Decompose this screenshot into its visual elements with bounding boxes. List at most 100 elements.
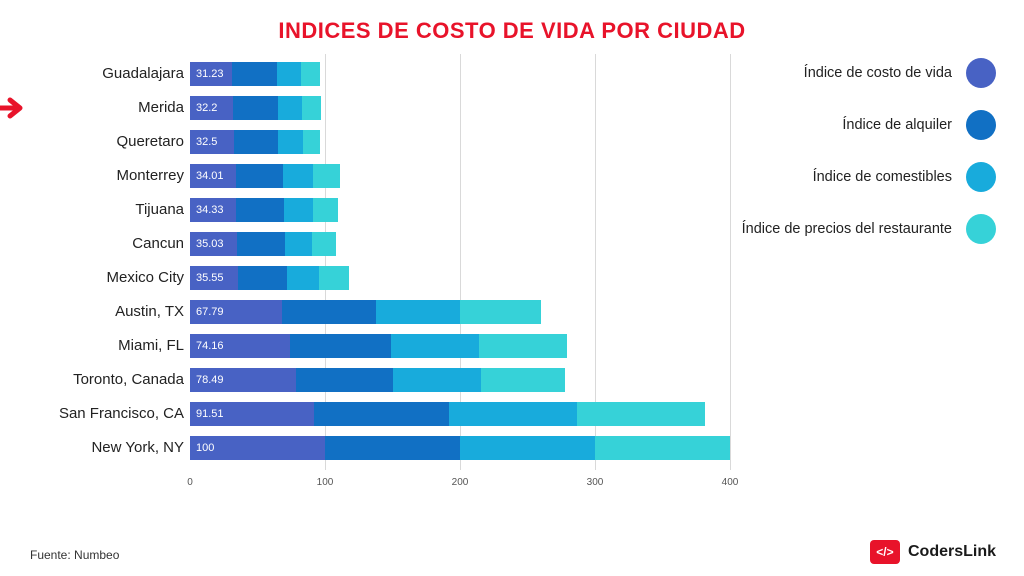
bar-segment: [296, 368, 393, 392]
bar-value: 91.51: [196, 408, 224, 420]
legend-swatch: [966, 58, 996, 88]
x-tick: 200: [452, 477, 469, 488]
bar-segment: [285, 232, 312, 256]
stacked-bar: 35.03: [190, 232, 336, 256]
bar-segment: [303, 130, 321, 154]
stacked-bar: 78.49: [190, 368, 565, 392]
chart-row: San Francisco, CA91.51: [190, 398, 730, 432]
bar-value: 67.79: [196, 306, 224, 318]
bar-segment: [238, 266, 287, 290]
chart-row: Queretaro32.5: [190, 126, 730, 160]
chart-row: Merida32.2: [190, 92, 730, 126]
bar-value: 31.23: [196, 68, 224, 80]
bar-segment: [290, 334, 391, 358]
bar-segment: 32.2: [190, 96, 233, 120]
bar-segment: 34.33: [190, 198, 236, 222]
row-label: Mexico City: [30, 262, 184, 294]
row-label: Guadalajara: [30, 58, 184, 90]
legend-item: Índice de costo de vida: [726, 58, 996, 88]
bar-segment: 91.51: [190, 402, 314, 426]
bar-segment: [232, 62, 277, 86]
bar-segment: [481, 368, 565, 392]
bar-segment: 31.23: [190, 62, 232, 86]
bar-segment: [313, 164, 340, 188]
bar-segment: 67.79: [190, 300, 282, 324]
plot-area: 0100200300400 Guadalajara31.23Merida32.2…: [190, 58, 730, 488]
bar-segment: [460, 300, 541, 324]
source-label: Fuente: Numbeo: [30, 548, 119, 562]
bar-segment: [278, 130, 302, 154]
bar-segment: [282, 300, 377, 324]
bar-value: 74.16: [196, 340, 224, 352]
bar-segment: 35.55: [190, 266, 238, 290]
legend: Índice de costo de vida Índice de alquile…: [726, 58, 996, 266]
bar-segment: [595, 436, 730, 460]
stacked-bar: 31.23: [190, 62, 320, 86]
row-label: Cancun: [30, 228, 184, 260]
legend-label: Índice de comestibles: [813, 169, 952, 185]
bar-segment: 32.5: [190, 130, 234, 154]
chart-row: Miami, FL74.16: [190, 330, 730, 364]
bar-value: 32.5: [196, 136, 217, 148]
bar-segment: [449, 402, 577, 426]
bar-segment: [312, 232, 336, 256]
highlight-arrow-icon: [0, 92, 30, 124]
bar-segment: [237, 232, 284, 256]
chart-row: Monterrey34.01: [190, 160, 730, 194]
chart-row: Toronto, Canada78.49: [190, 364, 730, 398]
stacked-bar: 34.01: [190, 164, 340, 188]
code-icon: </>: [870, 540, 900, 564]
chart-title: INDICES DE COSTO DE VIDA POR CIUDAD: [0, 0, 1024, 52]
legend-swatch: [966, 110, 996, 140]
chart-row: Tijuana34.33: [190, 194, 730, 228]
bar-segment: [319, 266, 349, 290]
x-tick: 400: [722, 477, 739, 488]
bar-value: 34.33: [196, 204, 224, 216]
stacked-bar: 32.2: [190, 96, 321, 120]
bar-value: 34.01: [196, 170, 224, 182]
x-tick: 300: [587, 477, 604, 488]
row-label: San Francisco, CA: [30, 398, 184, 430]
stacked-bar: 100: [190, 436, 730, 460]
bar-segment: [233, 96, 278, 120]
bar-segment: [234, 130, 279, 154]
legend-item: Índice de precios del restaurante: [726, 214, 996, 244]
bar-segment: [325, 436, 460, 460]
row-label: Monterrey: [30, 160, 184, 192]
row-label: Merida: [30, 92, 184, 124]
bar-segment: [313, 198, 337, 222]
x-axis: 0100200300400: [190, 470, 730, 488]
bar-value: 35.55: [196, 272, 224, 284]
chart-row: Mexico City35.55: [190, 262, 730, 296]
row-label: Toronto, Canada: [30, 364, 184, 396]
stacked-bar: 32.5: [190, 130, 320, 154]
bar-segment: [284, 198, 314, 222]
stacked-bar: 67.79: [190, 300, 541, 324]
bar-segment: [283, 164, 313, 188]
bar-segment: [236, 164, 283, 188]
stacked-bar: 91.51: [190, 402, 705, 426]
legend-label: Índice de precios del restaurante: [742, 221, 952, 237]
chart-row: Austin, TX67.79: [190, 296, 730, 330]
bar-segment: [376, 300, 460, 324]
bar-segment: 78.49: [190, 368, 296, 392]
stacked-bar: 34.33: [190, 198, 338, 222]
bar-segment: [479, 334, 567, 358]
row-label: Austin, TX: [30, 296, 184, 328]
x-tick: 0: [187, 477, 193, 488]
bar-segment: 35.03: [190, 232, 237, 256]
row-label: Queretaro: [30, 126, 184, 158]
legend-label: Índice de costo de vida: [804, 65, 952, 81]
row-label: Tijuana: [30, 194, 184, 226]
legend-swatch: [966, 214, 996, 244]
bar-segment: [277, 62, 301, 86]
x-tick: 100: [317, 477, 334, 488]
legend-item: Índice de alquiler: [726, 110, 996, 140]
chart-area: 0100200300400 Guadalajara31.23Merida32.2…: [30, 58, 730, 518]
legend-swatch: [966, 162, 996, 192]
bar-segment: [236, 198, 283, 222]
bar-value: 100: [196, 442, 214, 454]
bar-value: 78.49: [196, 374, 224, 386]
bar-value: 32.2: [196, 102, 217, 114]
stacked-bar: 74.16: [190, 334, 567, 358]
